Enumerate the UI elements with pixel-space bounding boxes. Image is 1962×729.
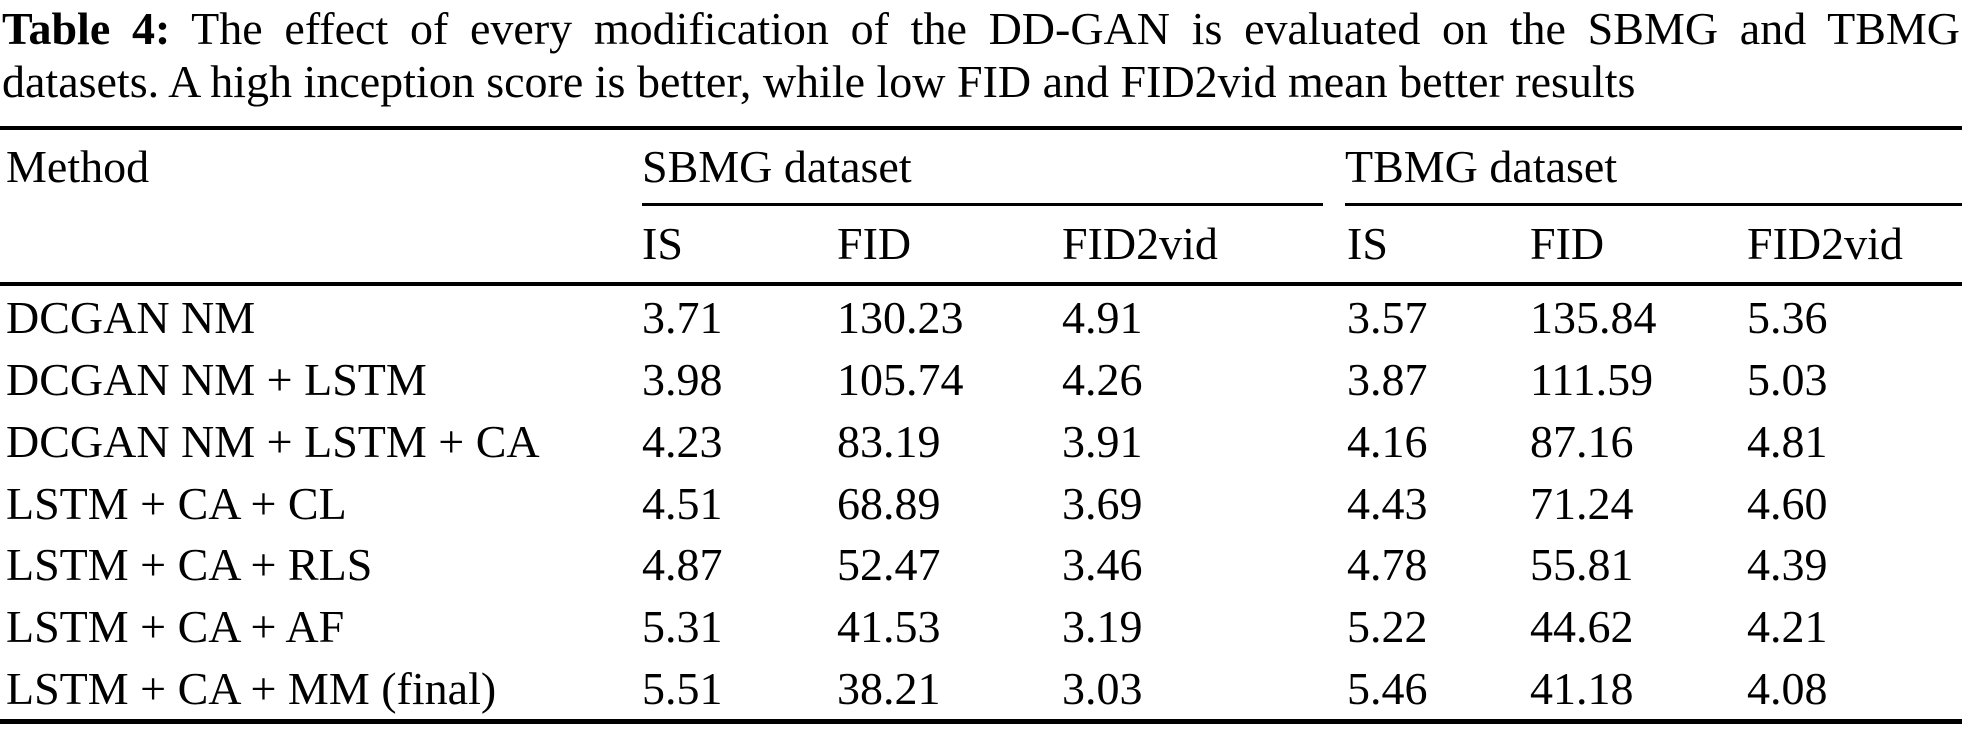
cell-tbmg-is: 3.57	[1347, 292, 1428, 344]
table-row: LSTM + CA + AF 5.31 41.53 3.19 5.22 44.6…	[0, 596, 1962, 658]
cell-sbmg-fid2vid: 3.03	[1062, 662, 1143, 714]
cell-sbmg-is: 5.51	[642, 662, 723, 714]
cell-tbmg-is: 5.22	[1347, 600, 1428, 652]
cell-tbmg-fid: 55.81	[1530, 539, 1634, 591]
table-body: DCGAN NM 3.71 130.23 4.91 3.57 135.84 5.…	[0, 287, 1962, 719]
cell-tbmg-fid2vid: 4.60	[1747, 477, 1828, 529]
subheader-sbmg-fid: FID	[837, 217, 912, 269]
subheader-sbmg-is: IS	[642, 217, 683, 269]
cell-tbmg-fid: 135.84	[1530, 292, 1657, 344]
table-subheader-row: IS FID FID2vid IS FID FID2vid	[0, 209, 1962, 277]
table-top-rule	[0, 126, 1962, 130]
cell-sbmg-fid2vid: 3.19	[1062, 600, 1143, 652]
cell-tbmg-fid2vid: 4.21	[1747, 600, 1828, 652]
caption-line-1-text: The effect of every modification of the …	[170, 3, 1960, 54]
table-row: DCGAN NM + LSTM + CA 4.23 83.19 3.91 4.1…	[0, 410, 1962, 472]
table-header-rule	[0, 282, 1962, 286]
cell-tbmg-is: 3.87	[1347, 354, 1428, 406]
cell-tbmg-fid: 71.24	[1530, 477, 1634, 529]
cell-sbmg-is: 3.98	[642, 354, 723, 406]
cell-tbmg-is: 4.78	[1347, 539, 1428, 591]
caption-line-2: datasets. A high inception score is bett…	[2, 56, 1636, 107]
subheader-tbmg-fid2vid: FID2vid	[1747, 217, 1903, 269]
table-row: DCGAN NM + LSTM 3.98 105.74 4.26 3.87 11…	[0, 349, 1962, 411]
cell-sbmg-is: 4.23	[642, 415, 723, 467]
subheader-tbmg-is: IS	[1347, 217, 1388, 269]
cell-sbmg-is: 5.31	[642, 600, 723, 652]
table-row: LSTM + CA + MM (final) 5.51 38.21 3.03 5…	[0, 657, 1962, 719]
cell-sbmg-fid2vid: 3.46	[1062, 539, 1143, 591]
group-header-sbmg-dataset: SBMG dataset	[642, 140, 912, 192]
cell-sbmg-fid2vid: 4.26	[1062, 354, 1143, 406]
table-row: LSTM + CA + RLS 4.87 52.47 3.46 4.78 55.…	[0, 534, 1962, 596]
caption-table-label: Table 4:	[2, 3, 171, 54]
subheader-sbmg-fid2vid: FID2vid	[1062, 217, 1218, 269]
caption-line-1: Table 4: The effect of every modificatio…	[2, 2, 1960, 55]
cell-tbmg-is: 4.16	[1347, 415, 1428, 467]
tbmg-group-underline-rule	[1345, 203, 1962, 206]
cell-sbmg-is: 4.51	[642, 477, 723, 529]
cell-tbmg-fid2vid: 4.39	[1747, 539, 1828, 591]
cell-tbmg-fid: 44.62	[1530, 600, 1634, 652]
table-caption: Table 4: The effect of every modificatio…	[2, 2, 1960, 108]
cell-sbmg-fid: 52.47	[837, 539, 941, 591]
cell-sbmg-fid: 105.74	[837, 354, 964, 406]
cell-tbmg-is: 5.46	[1347, 662, 1428, 714]
column-header-method: Method	[6, 140, 150, 192]
table-bottom-rule	[0, 719, 1962, 724]
cell-sbmg-fid: 83.19	[837, 415, 941, 467]
table-row: LSTM + CA + CL 4.51 68.89 3.69 4.43 71.2…	[0, 472, 1962, 534]
cell-sbmg-is: 4.87	[642, 539, 723, 591]
sbmg-group-underline-rule	[642, 203, 1323, 206]
table-group-header-row: Method SBMG dataset TBMG dataset	[0, 133, 1962, 199]
cell-method: LSTM + CA + CL	[6, 477, 347, 529]
cell-tbmg-fid2vid: 4.81	[1747, 415, 1828, 467]
cell-tbmg-is: 4.43	[1347, 477, 1428, 529]
cell-method: DCGAN NM + LSTM	[6, 354, 427, 406]
cell-sbmg-fid2vid: 4.91	[1062, 292, 1143, 344]
subheader-tbmg-fid: FID	[1530, 217, 1605, 269]
table-row: DCGAN NM 3.71 130.23 4.91 3.57 135.84 5.…	[0, 287, 1962, 349]
cell-tbmg-fid: 111.59	[1530, 354, 1654, 406]
cell-method: DCGAN NM	[6, 292, 256, 344]
cell-sbmg-fid: 41.53	[837, 600, 941, 652]
cell-method: LSTM + CA + AF	[6, 600, 345, 652]
cell-sbmg-fid2vid: 3.69	[1062, 477, 1143, 529]
cell-sbmg-fid: 68.89	[837, 477, 941, 529]
cell-method: LSTM + CA + RLS	[6, 539, 373, 591]
cell-sbmg-fid: 38.21	[837, 662, 941, 714]
cell-sbmg-fid2vid: 3.91	[1062, 415, 1143, 467]
cell-tbmg-fid2vid: 4.08	[1747, 662, 1828, 714]
cell-method: DCGAN NM + LSTM + CA	[6, 415, 540, 467]
cell-tbmg-fid: 87.16	[1530, 415, 1634, 467]
cell-tbmg-fid2vid: 5.36	[1747, 292, 1828, 344]
cell-method: LSTM + CA + MM (final)	[6, 662, 497, 714]
group-header-tbmg-dataset: TBMG dataset	[1345, 140, 1618, 192]
cell-sbmg-is: 3.71	[642, 292, 723, 344]
cell-sbmg-fid: 130.23	[837, 292, 964, 344]
cell-tbmg-fid: 41.18	[1530, 662, 1634, 714]
cell-tbmg-fid2vid: 5.03	[1747, 354, 1828, 406]
